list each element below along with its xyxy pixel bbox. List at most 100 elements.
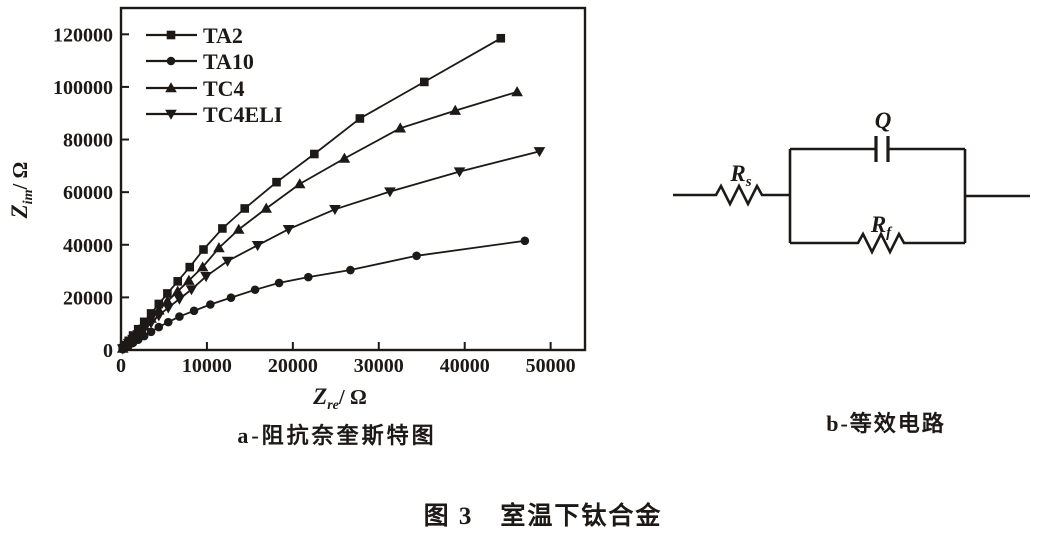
circle-marker-icon xyxy=(304,272,313,282)
legend-item-TA10: TA10 xyxy=(146,49,254,74)
triangle-up-marker-icon xyxy=(165,82,177,93)
circle-marker-icon xyxy=(154,322,164,332)
square-marker-icon xyxy=(173,277,183,286)
series-TA10 xyxy=(118,236,530,354)
triangle-down-marker-icon xyxy=(145,318,157,329)
square-marker-icon xyxy=(272,177,281,187)
y-tick-label: 20000 xyxy=(63,287,113,309)
triangle-down-marker-icon xyxy=(132,330,144,341)
triangle-up-marker-icon xyxy=(511,86,523,97)
input-wire-and-rs-resistor xyxy=(673,183,790,207)
legend-label: TA2 xyxy=(203,23,243,48)
square-marker-icon xyxy=(355,114,365,123)
square-marker-icon xyxy=(163,289,172,298)
square-marker-icon xyxy=(218,224,227,233)
circle-marker-icon xyxy=(274,278,284,288)
triangle-up-marker-icon xyxy=(161,295,174,306)
triangle-down-marker-icon xyxy=(173,294,186,305)
series-TA2 xyxy=(118,33,506,353)
square-marker-icon xyxy=(240,204,250,213)
legend-label: TC4ELI xyxy=(203,102,282,127)
y-tick-label: 0 xyxy=(103,340,113,362)
square-marker-icon xyxy=(185,262,195,272)
circle-marker-icon xyxy=(166,56,176,66)
triangle-down-marker-icon xyxy=(329,204,341,216)
y-tick-label: 80000 xyxy=(63,130,113,152)
nyquist-plot: Zre/ Ω Zim/ Ω 0 10000 20000 30000 40000 50000… xyxy=(7,6,587,413)
triangle-down-marker-icon xyxy=(185,285,198,296)
q-label: Q xyxy=(875,108,892,133)
x-tick-label: 20000 xyxy=(268,355,318,377)
square-marker-icon xyxy=(310,149,319,159)
triangle-up-marker-icon xyxy=(338,152,351,163)
triangle-up-marker-icon xyxy=(183,274,195,285)
triangle-up-marker-icon xyxy=(260,202,273,213)
triangle-up-marker-icon xyxy=(213,242,225,253)
triangle-down-marker-icon xyxy=(453,167,466,178)
legend-label: TC4 xyxy=(203,76,245,101)
circle-marker-icon xyxy=(163,317,173,327)
triangle-down-marker-icon xyxy=(138,324,150,335)
y-tick-label: 40000 xyxy=(63,235,113,257)
square-marker-icon xyxy=(496,33,506,43)
rs-label: Rs xyxy=(729,161,751,190)
square-marker-icon xyxy=(199,245,208,254)
triangle-down-marker-icon xyxy=(165,109,177,120)
legend-item-TC4ELI: TC4ELI xyxy=(146,102,282,127)
x-tick-label: 40000 xyxy=(440,355,490,377)
y-axis-ticks: 0 20000 40000 60000 80000 100000 120000 xyxy=(53,24,129,362)
triangle-down-marker-icon xyxy=(533,147,546,158)
circle-marker-icon xyxy=(250,285,260,295)
triangle-down-marker-icon xyxy=(384,187,396,198)
equivalent-circuit-diagram: Rs Q Rf xyxy=(673,108,1030,255)
triangle-down-marker-icon xyxy=(200,272,212,283)
square-marker-icon xyxy=(166,30,176,40)
triangle-down-marker-icon xyxy=(153,311,165,322)
triangle-up-marker-icon xyxy=(196,261,209,272)
circle-marker-icon xyxy=(346,265,355,275)
square-marker-icon xyxy=(154,299,164,309)
y-tick-label: 120000 xyxy=(53,24,113,46)
x-tick-label: 0 xyxy=(116,355,126,377)
series-TC4ELI xyxy=(116,147,546,355)
capacitor-plates-icon xyxy=(874,136,890,162)
triangle-down-marker-icon xyxy=(162,303,175,314)
triangle-down-marker-icon xyxy=(127,334,139,346)
y-tick-label: 60000 xyxy=(63,182,113,204)
y-tick-label: 100000 xyxy=(53,77,113,99)
circle-marker-icon xyxy=(226,293,236,302)
circle-marker-icon xyxy=(175,312,184,321)
circle-marker-icon xyxy=(206,300,215,309)
rf-resistor-branch-wire xyxy=(790,231,965,255)
triangle-down-marker-icon xyxy=(251,240,264,252)
x-tick-label: 50000 xyxy=(526,355,576,377)
series-line xyxy=(122,150,540,350)
plot-area: 0 10000 20000 30000 40000 50000 0 20000 40000 600… xyxy=(53,6,587,377)
x-axis-ticks: 0 10000 20000 30000 40000 50000 xyxy=(116,342,576,377)
subcaption-panel-a: a-阻抗奈奎斯特图 xyxy=(237,423,437,448)
triangle-up-marker-icon xyxy=(449,104,462,115)
subcaption-panel-b: b-等效电路 xyxy=(826,411,946,436)
triangle-down-marker-icon xyxy=(282,224,295,236)
legend-item-TC4: TC4 xyxy=(146,76,245,101)
triangle-up-marker-icon xyxy=(232,223,245,234)
triangle-down-marker-icon xyxy=(221,256,234,267)
circle-marker-icon xyxy=(189,306,199,316)
circle-marker-icon xyxy=(412,251,421,261)
legend-item-TA2: TA2 xyxy=(146,23,243,48)
plot-frame xyxy=(119,6,587,352)
figure-caption: 图 3 室温下钛合金 xyxy=(423,503,663,530)
circle-marker-icon xyxy=(520,236,530,246)
triangle-up-marker-icon xyxy=(394,122,407,133)
rf-label: Rf xyxy=(870,212,893,241)
series-line xyxy=(122,91,518,350)
x-axis-label: Zre/ Ω xyxy=(312,384,367,413)
triangle-up-marker-icon xyxy=(171,285,184,296)
x-tick-label: 30000 xyxy=(354,355,404,377)
x-tick-label: 10000 xyxy=(182,355,232,377)
square-marker-icon xyxy=(420,77,429,87)
y-axis-label: Zim/ Ω xyxy=(7,162,36,220)
triangle-up-marker-icon xyxy=(293,178,306,189)
